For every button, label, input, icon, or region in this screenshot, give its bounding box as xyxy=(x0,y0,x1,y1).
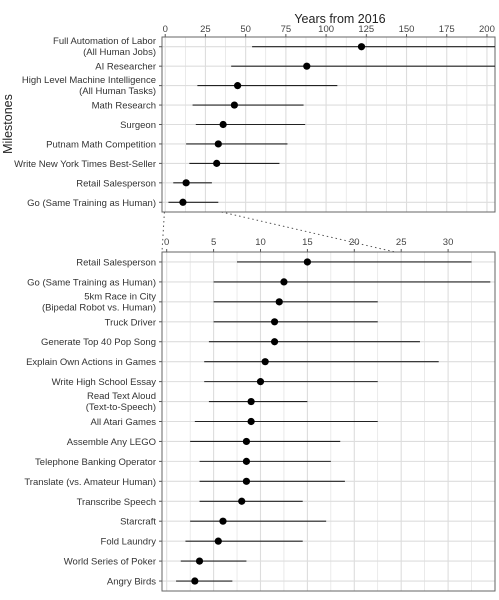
milestone-label: Write New York Times Best-Seller xyxy=(14,159,156,170)
x-tick-label: 10 xyxy=(255,237,266,248)
x-tick-label: 0 xyxy=(164,237,169,248)
milestone-label: Angry Birds xyxy=(107,577,156,588)
milestone-label: Retail Salesperson xyxy=(76,257,156,268)
milestone-label: Telephone Banking Operator xyxy=(35,457,156,468)
median-point xyxy=(303,258,311,266)
median-point xyxy=(247,417,255,426)
milestone-label: Putnam Math Competition xyxy=(46,139,156,150)
x-tick-label: 50 xyxy=(240,24,251,35)
milestone-label: World Series of Poker xyxy=(64,557,156,568)
x-tick-label: 175 xyxy=(439,24,455,35)
median-point xyxy=(219,120,227,129)
median-point xyxy=(191,577,199,585)
x-tick-label: 75 xyxy=(281,24,292,35)
median-point xyxy=(247,397,255,406)
median-point xyxy=(270,338,279,346)
median-point xyxy=(242,457,251,465)
milestone-label: 5km Race in City (Bipedal Robot vs. Human… xyxy=(42,291,156,313)
x-tick-label: 30 xyxy=(443,237,454,248)
milestone-label: Fold Laundry xyxy=(101,537,157,548)
median-point xyxy=(242,437,251,446)
median-point xyxy=(242,477,251,485)
x-tick-label: 200 xyxy=(479,24,495,35)
x-tick-label: 125 xyxy=(358,24,374,35)
median-point xyxy=(214,140,222,148)
median-point xyxy=(182,179,190,187)
milestone-label: Retail Salesperson xyxy=(76,178,156,189)
milestone-label: Go (Same Training as Human) xyxy=(27,277,156,288)
median-point xyxy=(303,62,311,70)
y-axis-title: Milestones xyxy=(1,94,15,154)
milestone-label: Math Research xyxy=(92,101,156,112)
milestone-label: Go (Same Training as Human) xyxy=(27,198,156,209)
x-tick-label: 25 xyxy=(200,24,211,35)
milestone-label: Write High School Essay xyxy=(52,377,157,388)
x-tick-label: 150 xyxy=(399,24,415,35)
x-tick-label: 100 xyxy=(318,24,334,35)
median-point xyxy=(213,159,221,167)
milestone-label: Generate Top 40 Pop Song xyxy=(41,337,156,348)
x-tick-label: 0 xyxy=(163,24,168,35)
median-point xyxy=(357,43,366,51)
milestone-label: Full Automation of Labor (All Human Jobs) xyxy=(53,36,156,58)
top-panel: 0 25 50 75 100 125 150 175 200 Full Automation of… xyxy=(14,24,496,213)
x-tick-label: 5 xyxy=(211,237,216,248)
milestone-label: Truck Driver xyxy=(105,317,156,328)
median-point xyxy=(195,557,204,565)
milestone-label: Starcraft xyxy=(120,517,156,528)
x-tick-label: 25 xyxy=(396,237,407,248)
zoom-connectors xyxy=(161,211,396,253)
milestone-label: Assemble Any LEGO xyxy=(67,437,156,448)
milestone-label: Surgeon xyxy=(120,120,156,131)
median-point xyxy=(230,101,238,109)
median-point xyxy=(179,198,187,206)
median-point xyxy=(234,82,242,90)
median-point xyxy=(270,318,279,326)
milestone-label: Transcribe Speech xyxy=(77,497,156,508)
x-tick-label: 15 xyxy=(302,237,313,248)
median-point xyxy=(214,537,222,545)
x-axis-title: Years from 2016 xyxy=(294,12,385,26)
milestone-label: High Level Machine Intelligence (All Huma… xyxy=(22,75,156,97)
milestone-label: Explain Own Actions in Games xyxy=(26,357,156,368)
milestone-label: AI Researcher xyxy=(95,62,156,73)
median-point xyxy=(261,358,269,366)
median-point xyxy=(256,378,265,386)
median-point xyxy=(275,298,283,306)
median-point xyxy=(238,497,246,505)
milestone-label: Read Text Aloud (Text-to-Speech) xyxy=(86,391,156,413)
median-point xyxy=(280,278,288,286)
milestone-label: All Atari Games xyxy=(91,417,157,428)
milestone-label: Translate (vs. Amateur Human) xyxy=(24,477,156,488)
median-point xyxy=(219,517,227,525)
